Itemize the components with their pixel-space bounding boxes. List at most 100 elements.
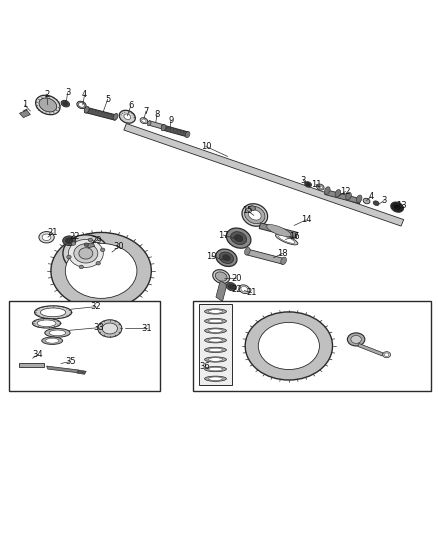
Ellipse shape <box>244 206 265 224</box>
Ellipse shape <box>363 198 370 204</box>
Ellipse shape <box>205 328 226 333</box>
Polygon shape <box>259 223 297 238</box>
Ellipse shape <box>84 107 89 113</box>
Ellipse shape <box>241 286 248 292</box>
Ellipse shape <box>37 320 56 327</box>
Ellipse shape <box>213 270 230 284</box>
Text: 33: 33 <box>94 323 104 332</box>
Ellipse shape <box>45 328 70 337</box>
Ellipse shape <box>79 265 84 269</box>
Ellipse shape <box>208 338 223 342</box>
Text: 22: 22 <box>231 285 242 294</box>
Ellipse shape <box>373 201 379 206</box>
Ellipse shape <box>63 235 109 272</box>
Polygon shape <box>124 124 404 226</box>
Ellipse shape <box>208 348 223 352</box>
Ellipse shape <box>40 308 66 317</box>
Ellipse shape <box>385 353 389 357</box>
Polygon shape <box>162 125 188 137</box>
Ellipse shape <box>100 248 105 252</box>
Ellipse shape <box>68 239 103 268</box>
Text: 9: 9 <box>168 116 173 125</box>
Text: 6: 6 <box>128 101 134 110</box>
Ellipse shape <box>49 330 66 336</box>
Ellipse shape <box>142 119 146 122</box>
Polygon shape <box>46 366 80 373</box>
Ellipse shape <box>305 182 311 187</box>
Text: 10: 10 <box>201 142 211 151</box>
Ellipse shape <box>67 255 71 259</box>
Ellipse shape <box>84 243 88 246</box>
Ellipse shape <box>208 310 223 313</box>
Ellipse shape <box>161 125 166 131</box>
Text: 11: 11 <box>311 180 321 189</box>
Polygon shape <box>358 343 383 356</box>
Ellipse shape <box>79 248 93 259</box>
Polygon shape <box>19 362 44 367</box>
Ellipse shape <box>98 320 122 337</box>
Ellipse shape <box>205 318 226 324</box>
Ellipse shape <box>242 204 268 226</box>
Ellipse shape <box>279 236 295 243</box>
Ellipse shape <box>39 231 54 243</box>
Ellipse shape <box>250 206 255 211</box>
Text: 12: 12 <box>340 187 351 196</box>
Ellipse shape <box>147 121 151 126</box>
Text: 21: 21 <box>48 228 58 237</box>
Ellipse shape <box>78 103 85 107</box>
Ellipse shape <box>317 184 324 190</box>
Text: 14: 14 <box>301 215 311 224</box>
Ellipse shape <box>42 337 63 344</box>
Ellipse shape <box>74 244 98 263</box>
Text: 35: 35 <box>65 357 76 366</box>
Ellipse shape <box>42 234 51 240</box>
Ellipse shape <box>208 319 223 323</box>
Text: 30: 30 <box>113 243 124 252</box>
Ellipse shape <box>205 348 226 352</box>
Ellipse shape <box>65 244 137 298</box>
Text: 4: 4 <box>82 91 87 100</box>
Polygon shape <box>85 107 117 120</box>
Ellipse shape <box>226 228 251 248</box>
Ellipse shape <box>205 309 226 314</box>
Ellipse shape <box>391 202 403 212</box>
Text: 2: 2 <box>44 90 49 99</box>
Ellipse shape <box>113 114 118 120</box>
Text: 29: 29 <box>92 236 102 245</box>
Ellipse shape <box>244 247 250 255</box>
Text: 3: 3 <box>65 88 70 97</box>
Text: 16: 16 <box>289 232 300 241</box>
Ellipse shape <box>39 98 57 112</box>
Polygon shape <box>148 120 163 129</box>
Text: 22: 22 <box>70 232 80 241</box>
Ellipse shape <box>205 338 226 343</box>
Text: 19: 19 <box>206 252 217 261</box>
Ellipse shape <box>208 377 223 381</box>
Ellipse shape <box>267 224 291 237</box>
Text: 36: 36 <box>200 361 210 370</box>
Ellipse shape <box>32 318 61 328</box>
Ellipse shape <box>347 333 365 346</box>
Ellipse shape <box>63 236 76 246</box>
Ellipse shape <box>205 357 226 362</box>
Ellipse shape <box>205 376 226 381</box>
Text: 34: 34 <box>32 350 43 359</box>
Text: 31: 31 <box>141 324 152 333</box>
Ellipse shape <box>63 102 68 106</box>
Polygon shape <box>246 249 285 264</box>
Ellipse shape <box>102 323 117 334</box>
Ellipse shape <box>215 272 227 281</box>
Text: 1: 1 <box>22 100 27 109</box>
Ellipse shape <box>65 238 73 244</box>
Ellipse shape <box>325 187 330 195</box>
Ellipse shape <box>346 192 351 200</box>
Ellipse shape <box>245 312 332 380</box>
Text: 5: 5 <box>105 95 110 104</box>
Text: 21: 21 <box>247 288 257 297</box>
Ellipse shape <box>88 238 92 241</box>
Ellipse shape <box>335 190 341 197</box>
Polygon shape <box>77 370 86 374</box>
Ellipse shape <box>35 95 60 115</box>
Ellipse shape <box>208 329 223 333</box>
Ellipse shape <box>239 285 250 294</box>
